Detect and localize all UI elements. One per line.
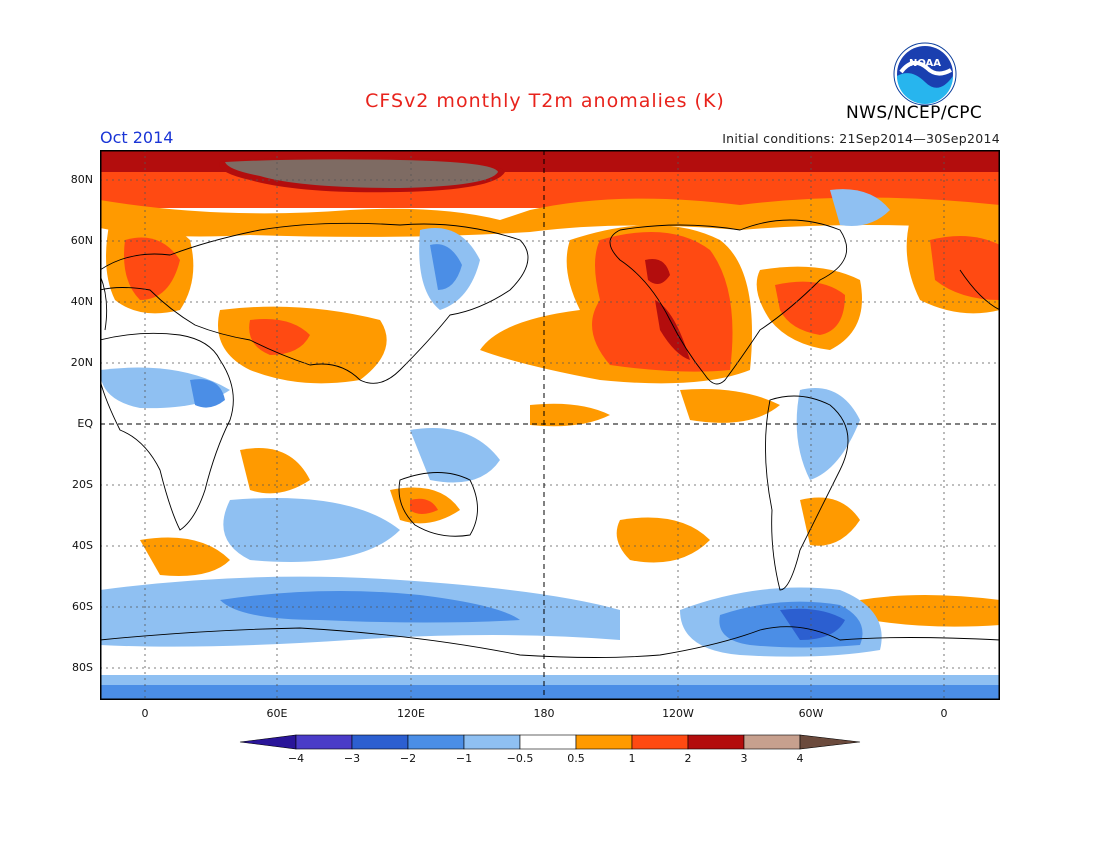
- lat-label-60s: 60S: [72, 600, 93, 613]
- map-title-text: CFSv2 monthly T2m anomalies (K): [365, 90, 725, 112]
- agency-label: NWS/NCEP/CPC: [846, 103, 983, 123]
- coastlines: [100, 219, 1000, 658]
- legend-swatch-2: [351, 734, 409, 750]
- legend-swatch-4: [463, 734, 521, 750]
- lon-label-180: 180: [533, 707, 555, 720]
- lon-label-60w: 60W: [798, 707, 824, 720]
- color-legend: [239, 734, 861, 750]
- lat-label-20n: 20N: [70, 356, 93, 369]
- lon-label-0-east: 0: [940, 707, 948, 720]
- lat-label-40n: 40N: [70, 295, 93, 308]
- anomaly-shading: [100, 150, 1000, 700]
- legend-label-m1: −1: [455, 752, 473, 765]
- legend-swatch-6: [575, 734, 633, 750]
- anomaly-map: [100, 150, 1000, 700]
- legend-label-1: 1: [628, 752, 636, 765]
- legend-label-4: 4: [796, 752, 804, 765]
- lon-label-120e: 120E: [397, 707, 425, 720]
- legend-swatch-10: [799, 734, 861, 750]
- legend-swatch-0: [239, 734, 297, 750]
- legend-swatch-5: [519, 734, 577, 750]
- legend-label-m2: −2: [399, 752, 417, 765]
- legend-label-m05: −0.5: [506, 752, 534, 765]
- legend-label-m3: −3: [343, 752, 361, 765]
- lat-label-eq: EQ: [77, 417, 93, 430]
- lat-label-60n: 60N: [70, 234, 93, 247]
- legend-swatch-7: [631, 734, 689, 750]
- noaa-logo-text: NOAA: [909, 58, 941, 69]
- forecast-month: Oct 2014: [100, 128, 174, 147]
- lon-label-0: 0: [141, 707, 149, 720]
- legend-swatch-9: [743, 734, 801, 750]
- noaa-logo: NOAA: [893, 42, 957, 106]
- legend-label-2: 2: [684, 752, 692, 765]
- initial-conditions: Initial conditions: 21Sep2014—30Sep2014: [722, 131, 1000, 146]
- equator-dateline: [100, 150, 1000, 700]
- lat-label-80s: 80S: [72, 661, 93, 674]
- legend-label-3: 3: [740, 752, 748, 765]
- lat-label-80n: 80N: [70, 173, 93, 186]
- graticule: [100, 150, 1000, 700]
- legend-swatch-3: [407, 734, 465, 750]
- lat-label-40s: 40S: [72, 539, 93, 552]
- legend-swatch-1: [295, 734, 353, 750]
- lon-label-60e: 60E: [266, 707, 288, 720]
- legend-label-05: 0.5: [567, 752, 585, 765]
- legend-swatch-8: [687, 734, 745, 750]
- lat-label-20s: 20S: [72, 478, 93, 491]
- map-title: CFSv2 monthly T2m anomalies (K): [0, 90, 1100, 112]
- lon-label-120w: 120W: [662, 707, 694, 720]
- legend-label-m4: −4: [287, 752, 305, 765]
- map-frame: [100, 150, 1000, 700]
